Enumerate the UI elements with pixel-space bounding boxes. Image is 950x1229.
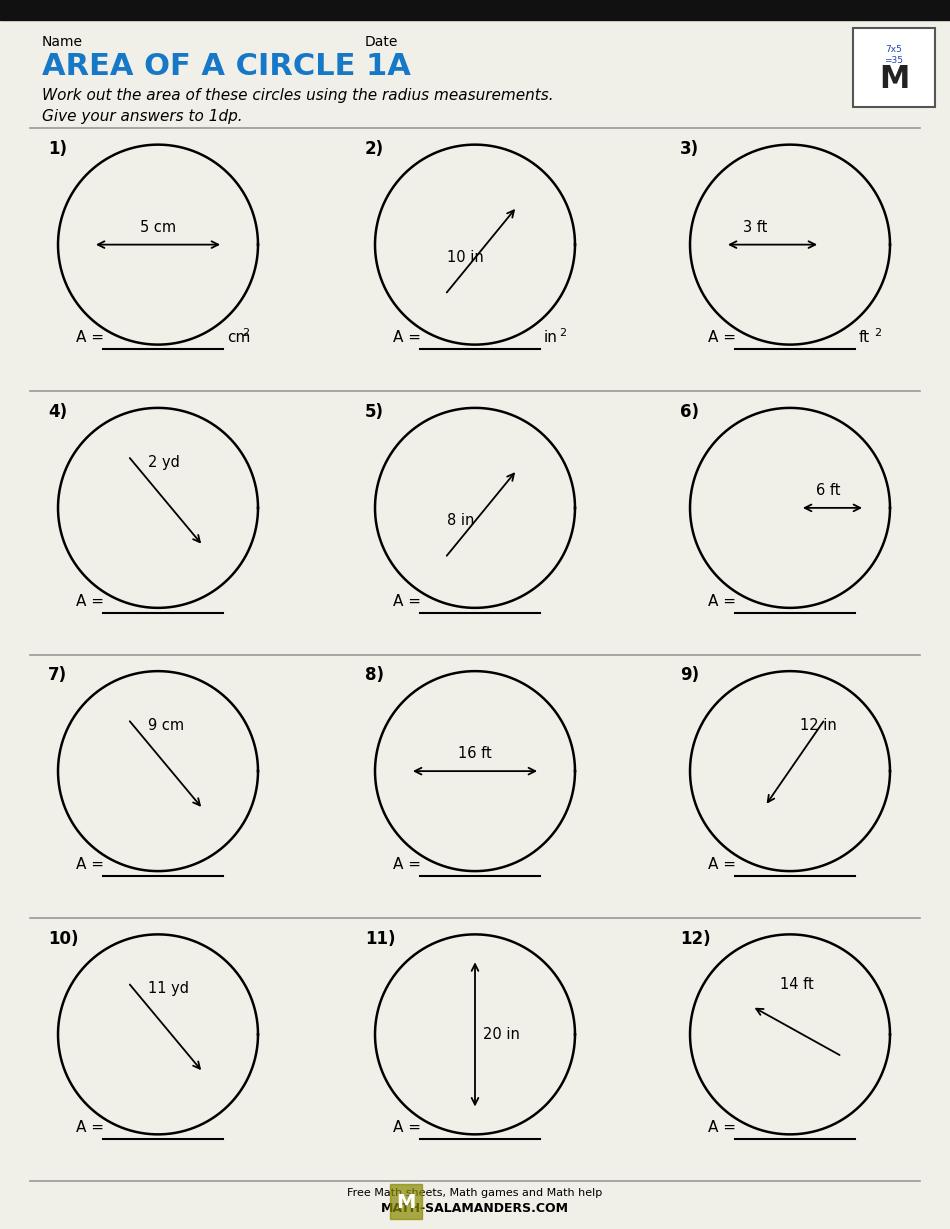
Text: A =: A = xyxy=(393,594,421,608)
Text: 2 yd: 2 yd xyxy=(148,455,180,469)
Text: ft: ft xyxy=(859,331,870,345)
Text: A =: A = xyxy=(393,1120,421,1136)
Text: 6): 6) xyxy=(680,403,699,422)
Text: cm: cm xyxy=(227,331,251,345)
Bar xyxy=(390,1184,422,1219)
Text: 2: 2 xyxy=(874,328,882,338)
Text: 14 ft: 14 ft xyxy=(780,977,814,992)
Text: A =: A = xyxy=(708,594,736,608)
Text: 9): 9) xyxy=(680,666,699,685)
Text: A =: A = xyxy=(708,857,736,871)
Text: 11 yd: 11 yd xyxy=(148,982,189,997)
Text: 2: 2 xyxy=(559,328,566,338)
Text: 3 ft: 3 ft xyxy=(743,220,768,235)
Text: 1): 1) xyxy=(48,140,67,159)
Text: 5): 5) xyxy=(365,403,384,422)
Text: A =: A = xyxy=(708,1120,736,1136)
Text: 7x5
=35: 7x5 =35 xyxy=(884,45,903,65)
Text: 8 in: 8 in xyxy=(447,512,474,528)
Text: Μ: Μ xyxy=(879,65,909,95)
Text: 2: 2 xyxy=(242,328,249,338)
Text: 9 cm: 9 cm xyxy=(148,718,184,734)
Text: 3): 3) xyxy=(680,140,699,159)
Text: 12): 12) xyxy=(680,930,711,948)
Text: A =: A = xyxy=(76,331,104,345)
Text: 16 ft: 16 ft xyxy=(458,746,492,761)
Text: Name: Name xyxy=(42,34,83,49)
Text: 10 in: 10 in xyxy=(447,249,484,264)
Text: A =: A = xyxy=(393,857,421,871)
Text: 6 ft: 6 ft xyxy=(816,483,840,498)
Text: A =: A = xyxy=(76,1120,104,1136)
Text: 2): 2) xyxy=(365,140,384,159)
Text: 20 in: 20 in xyxy=(483,1027,520,1042)
Text: A =: A = xyxy=(708,331,736,345)
Text: Give your answers to 1dp.: Give your answers to 1dp. xyxy=(42,109,242,124)
Text: in: in xyxy=(544,331,558,345)
Text: 12 in: 12 in xyxy=(800,718,837,734)
Text: A =: A = xyxy=(76,857,104,871)
Text: Work out the area of these circles using the radius measurements.: Work out the area of these circles using… xyxy=(42,88,554,103)
Text: Μ: Μ xyxy=(396,1192,416,1212)
Text: MATH-SALAMANDERS.COM: MATH-SALAMANDERS.COM xyxy=(381,1202,569,1215)
Text: Free Math sheets, Math games and Math help: Free Math sheets, Math games and Math he… xyxy=(348,1188,602,1198)
Text: AREA OF A CIRCLE 1A: AREA OF A CIRCLE 1A xyxy=(42,52,410,81)
Text: A =: A = xyxy=(393,331,421,345)
Text: 7): 7) xyxy=(48,666,67,685)
Text: Date: Date xyxy=(365,34,398,49)
Text: 4): 4) xyxy=(48,403,67,422)
Text: 10): 10) xyxy=(48,930,79,948)
Text: 5 cm: 5 cm xyxy=(140,220,176,235)
Bar xyxy=(0,0,950,20)
Text: 11): 11) xyxy=(365,930,395,948)
FancyBboxPatch shape xyxy=(853,28,935,107)
Text: 8): 8) xyxy=(365,666,384,685)
Text: A =: A = xyxy=(76,594,104,608)
